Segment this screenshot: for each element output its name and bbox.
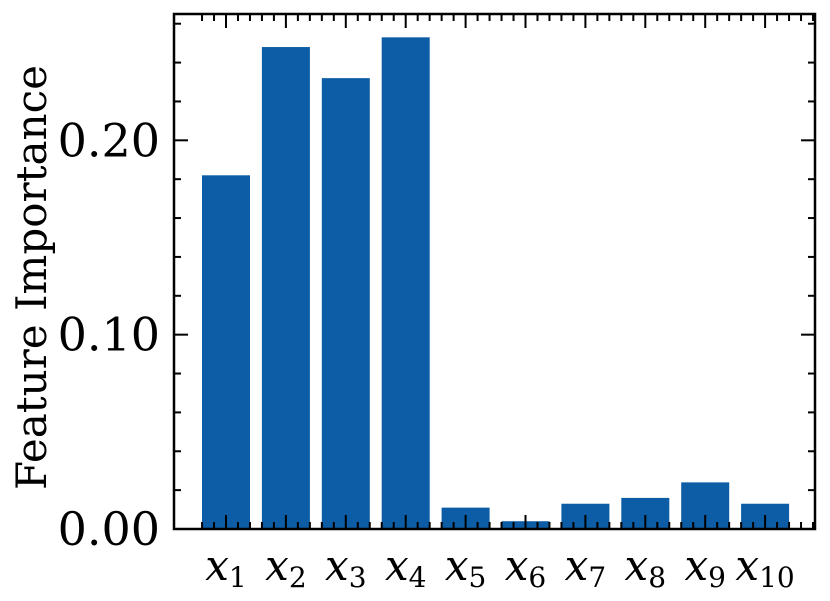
- x-tick-label-x9: x9: [684, 541, 726, 594]
- bar-x2: [261, 47, 310, 530]
- bars-group: [202, 37, 790, 530]
- x-tick-label-x5: x5: [445, 541, 487, 594]
- x-tick-label-x2: x2: [265, 541, 307, 594]
- y-tick-labels: 0.00 0.10 0.20: [58, 113, 160, 556]
- plot-frame: [172, 12, 817, 531]
- x-tick-label-x3: x3: [325, 541, 367, 594]
- y-axis-label: Feature Importance: [7, 65, 56, 490]
- x-tick-labels: x1 x2 x3 x4 x5 x6 x7 x8 x9 x10: [205, 541, 795, 594]
- x-tick-label-x4: x4: [385, 541, 427, 594]
- x-tick-label-x8: x8: [625, 541, 667, 594]
- bar-x3: [321, 78, 370, 529]
- x-tick-label-x10: x10: [735, 541, 794, 594]
- x-tick-label-x1: x1: [205, 541, 247, 594]
- y-tick-label-1: 0.10: [58, 308, 160, 362]
- bar-x4: [381, 37, 430, 530]
- y-tick-label-2: 0.20: [58, 113, 160, 167]
- x-tick-label-x7: x7: [565, 541, 607, 594]
- x-tick-label-x6: x6: [505, 541, 547, 594]
- bar-x1: [202, 175, 250, 529]
- y-tick-label-0: 0.00: [58, 502, 160, 556]
